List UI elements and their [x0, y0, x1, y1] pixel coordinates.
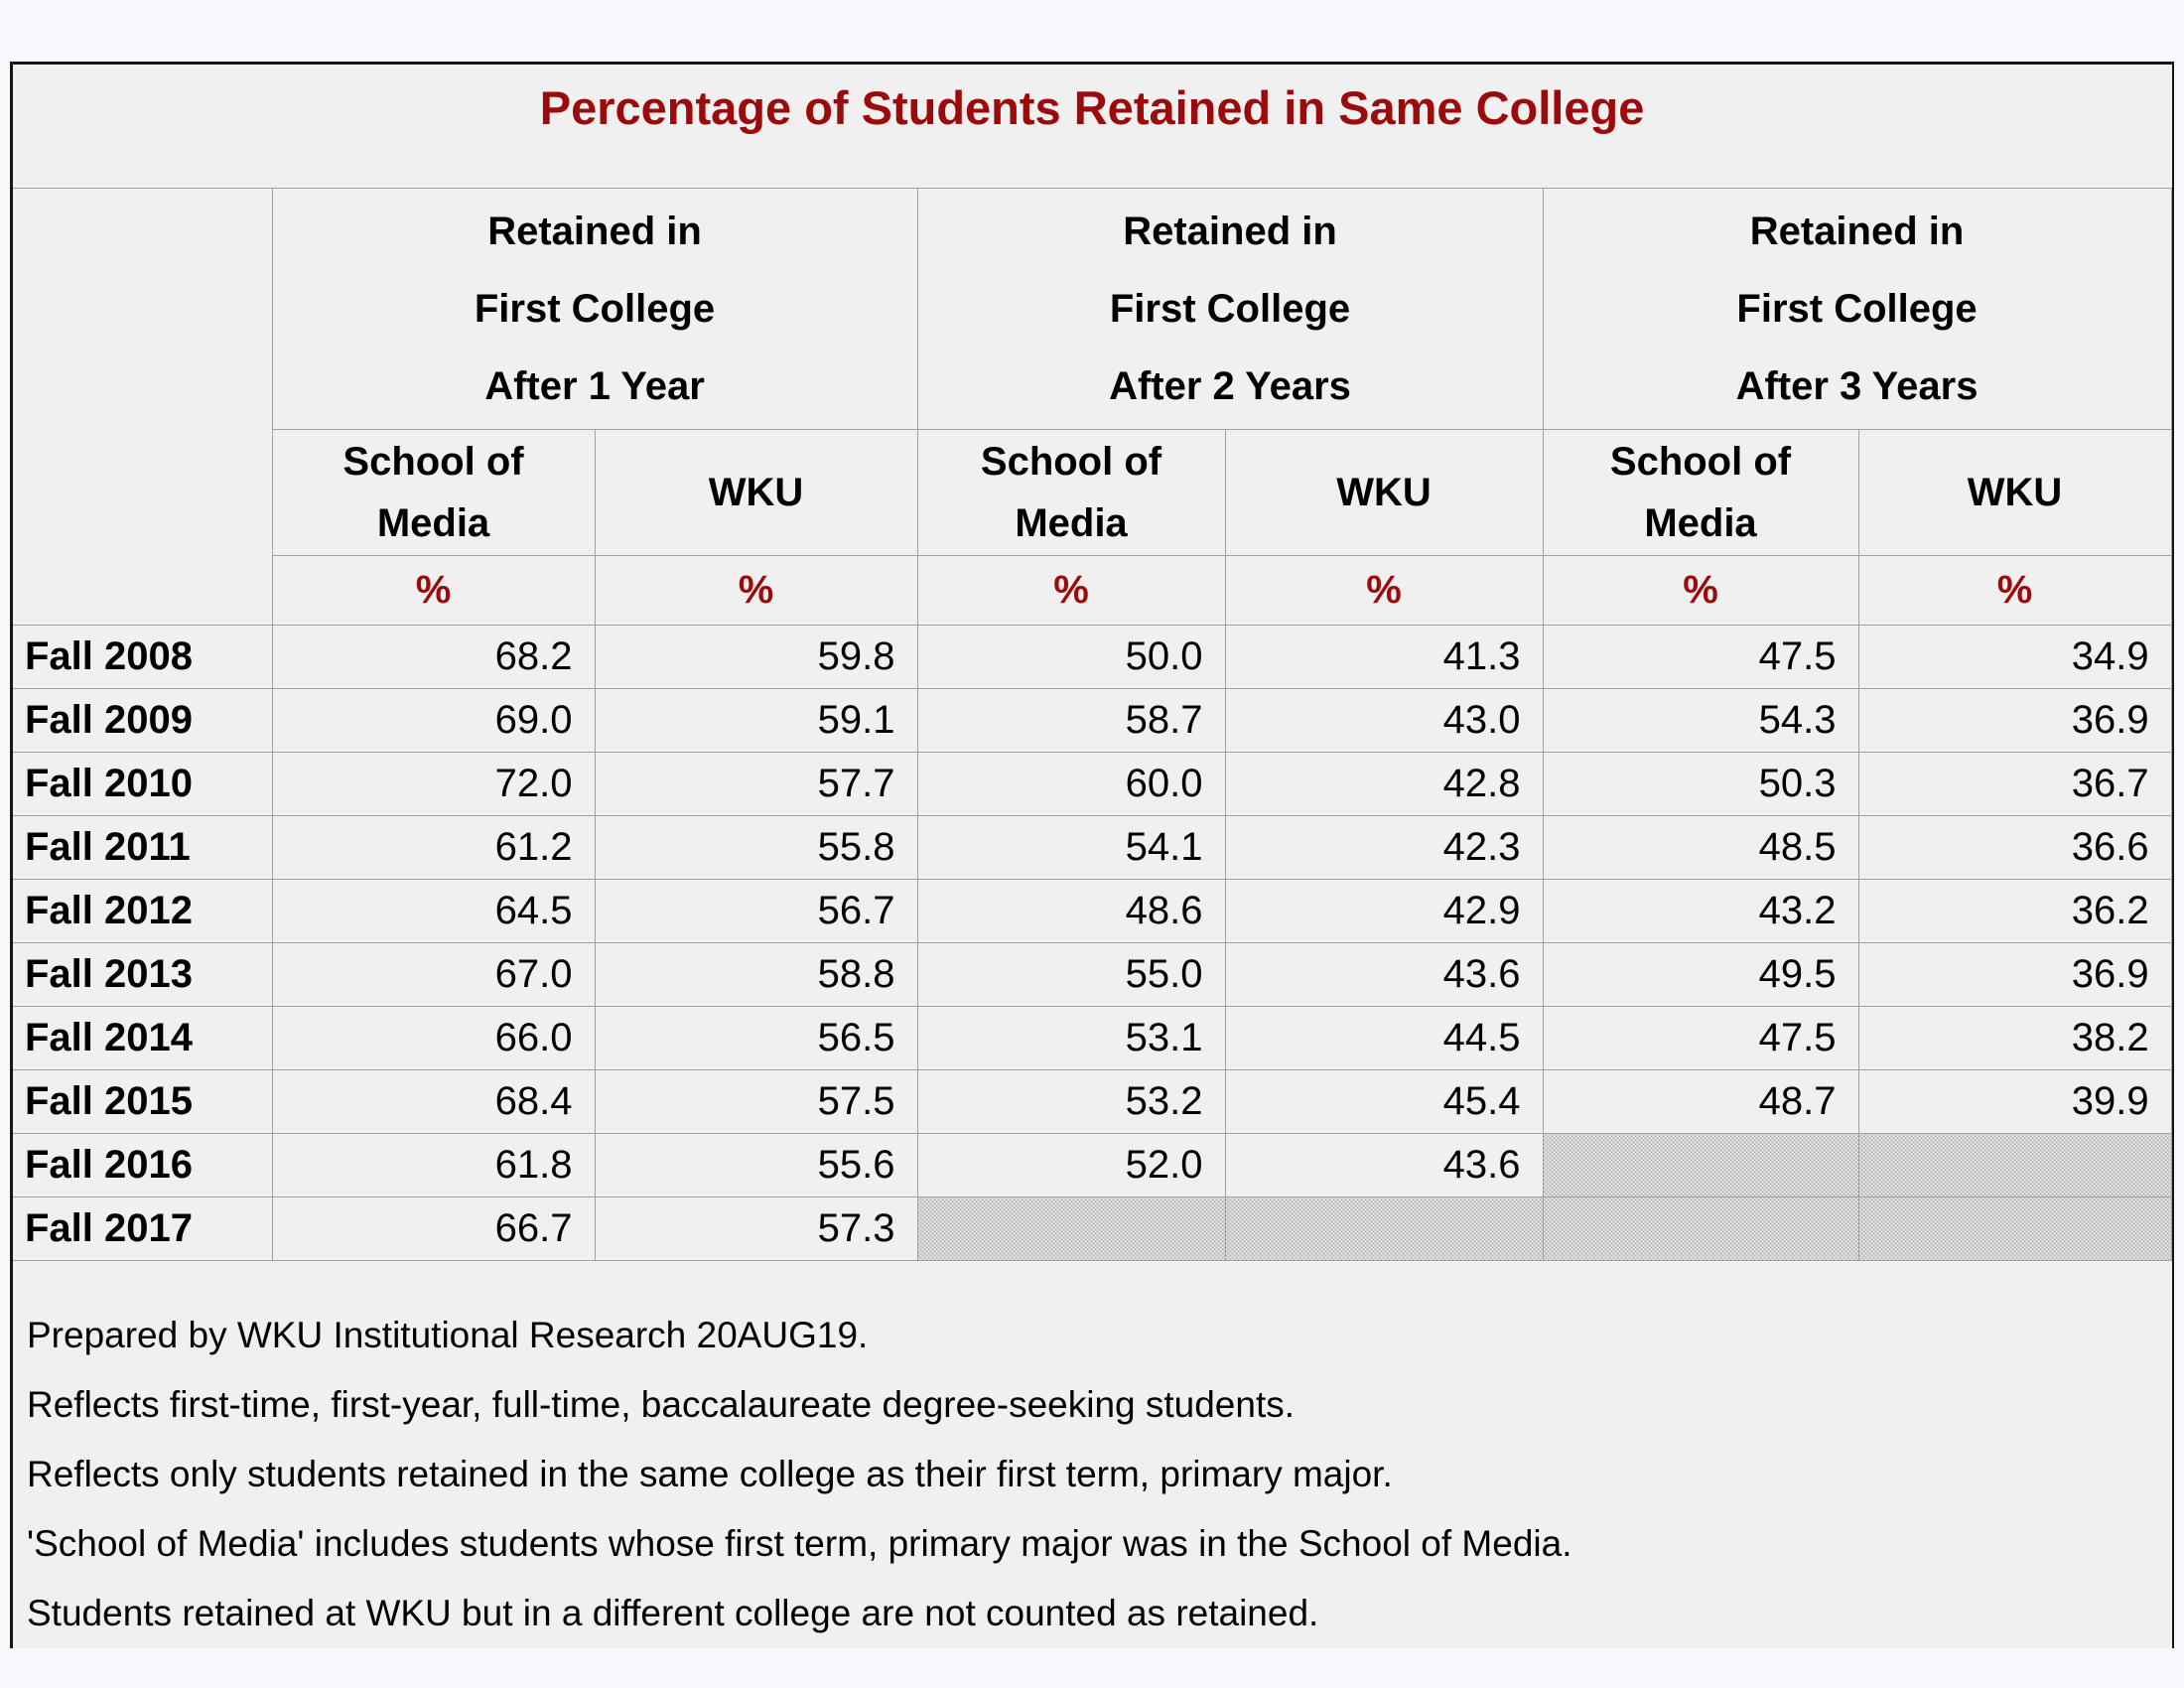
- value-cell: 57.7: [594, 751, 918, 816]
- value-cell: 55.8: [594, 814, 918, 880]
- footnotes: Prepared by WKU Institutional Research 2…: [13, 1259, 2172, 1648]
- value-cell: 59.1: [594, 687, 918, 753]
- year-cell: Fall 2016: [13, 1132, 273, 1197]
- value-cell: 42.3: [1224, 814, 1544, 880]
- percent-label: %: [271, 554, 596, 626]
- subheader-wku-3yr: WKU: [1857, 428, 2172, 556]
- subheader-wku-2yr: WKU: [1224, 428, 1544, 556]
- value-cell: 39.9: [1857, 1068, 2172, 1134]
- percent-label: %: [916, 554, 1226, 626]
- year-cell: Fall 2008: [13, 624, 273, 689]
- year-cell: Fall 2012: [13, 878, 273, 943]
- value-cell: 48.5: [1542, 814, 1859, 880]
- value-cell: 53.1: [916, 1005, 1226, 1070]
- year-cell: Fall 2015: [13, 1068, 273, 1134]
- subheader-wku-1yr: WKU: [594, 428, 918, 556]
- value-cell: 61.2: [271, 814, 596, 880]
- value-cell: 49.5: [1542, 941, 1859, 1007]
- year-cell: Fall 2009: [13, 687, 273, 753]
- value-cell: 48.6: [916, 878, 1226, 943]
- value-cell: 50.3: [1542, 751, 1859, 816]
- value-cell: 36.9: [1857, 941, 2172, 1007]
- value-cell: 36.2: [1857, 878, 2172, 943]
- group-header-after-1-year: Retained in First College After 1 Year: [271, 187, 918, 430]
- value-cell: 72.0: [271, 751, 596, 816]
- missing-data-cell: [1542, 1132, 1859, 1197]
- value-cell: 66.7: [271, 1196, 596, 1261]
- missing-data-cell: [1224, 1196, 1544, 1261]
- value-cell: 56.5: [594, 1005, 918, 1070]
- value-cell: 47.5: [1542, 624, 1859, 689]
- value-cell: 55.6: [594, 1132, 918, 1197]
- value-cell: 66.0: [271, 1005, 596, 1070]
- missing-data-cell: [1542, 1196, 1859, 1261]
- value-cell: 61.8: [271, 1132, 596, 1197]
- value-cell: 64.5: [271, 878, 596, 943]
- percent-label: %: [1224, 554, 1544, 626]
- missing-data-cell: [1857, 1132, 2172, 1197]
- value-cell: 42.8: [1224, 751, 1544, 816]
- value-cell: 67.0: [271, 941, 596, 1007]
- value-cell: 50.0: [916, 624, 1226, 689]
- year-cell: Fall 2014: [13, 1005, 273, 1070]
- value-cell: 36.7: [1857, 751, 2172, 816]
- missing-data-cell: [916, 1196, 1226, 1261]
- value-cell: 57.3: [594, 1196, 918, 1261]
- value-cell: 58.7: [916, 687, 1226, 753]
- value-cell: 34.9: [1857, 624, 2172, 689]
- value-cell: 56.7: [594, 878, 918, 943]
- group-header-after-2-years: Retained in First College After 2 Years: [916, 187, 1544, 430]
- value-cell: 53.2: [916, 1068, 1226, 1134]
- value-cell: 60.0: [916, 751, 1226, 816]
- value-cell: 42.9: [1224, 878, 1544, 943]
- value-cell: 68.2: [271, 624, 596, 689]
- value-cell: 54.1: [916, 814, 1226, 880]
- value-cell: 41.3: [1224, 624, 1544, 689]
- year-cell: Fall 2011: [13, 814, 273, 880]
- value-cell: 43.6: [1224, 1132, 1544, 1197]
- value-cell: 68.4: [271, 1068, 596, 1134]
- value-cell: 48.7: [1542, 1068, 1859, 1134]
- value-cell: 54.3: [1542, 687, 1859, 753]
- value-cell: 38.2: [1857, 1005, 2172, 1070]
- value-cell: 43.0: [1224, 687, 1544, 753]
- subheader-school-of-media-1yr: School of Media: [271, 428, 596, 556]
- value-cell: 36.6: [1857, 814, 2172, 880]
- missing-data-cell: [1857, 1196, 2172, 1261]
- value-cell: 58.8: [594, 941, 918, 1007]
- value-cell: 47.5: [1542, 1005, 1859, 1070]
- value-cell: 45.4: [1224, 1068, 1544, 1134]
- footnote-same-college: Reflects only students retained in the s…: [27, 1453, 1393, 1494]
- value-cell: 43.2: [1542, 878, 1859, 943]
- percent-label: %: [1542, 554, 1859, 626]
- percent-label: %: [594, 554, 918, 626]
- subheader-school-of-media-3yr: School of Media: [1542, 428, 1859, 556]
- footnote-population: Reflects first-time, first-year, full-ti…: [27, 1383, 1296, 1425]
- value-cell: 57.5: [594, 1068, 918, 1134]
- year-cell: Fall 2017: [13, 1196, 273, 1261]
- page-title: Percentage of Students Retained in Same …: [13, 65, 2172, 189]
- subheader-school-of-media-2yr: School of Media: [916, 428, 1226, 556]
- value-cell: 55.0: [916, 941, 1226, 1007]
- value-cell: 59.8: [594, 624, 918, 689]
- retention-table: Percentage of Students Retained in Same …: [13, 65, 2172, 1648]
- footnote-prepared-by: Prepared by WKU Institutional Research 2…: [27, 1314, 869, 1355]
- percent-label: %: [1857, 554, 2172, 626]
- group-header-after-3-years: Retained in First College After 3 Years: [1542, 187, 2172, 430]
- value-cell: 44.5: [1224, 1005, 1544, 1070]
- value-cell: 69.0: [271, 687, 596, 753]
- value-cell: 52.0: [916, 1132, 1226, 1197]
- value-cell: 36.9: [1857, 687, 2172, 753]
- value-cell: 43.6: [1224, 941, 1544, 1007]
- retention-report-sheet: Percentage of Students Retained in Same …: [10, 62, 2174, 1648]
- year-cell: Fall 2010: [13, 751, 273, 816]
- year-cell: Fall 2013: [13, 941, 273, 1007]
- corner-cell: [13, 187, 273, 626]
- footnote-school-of-media-definition: 'School of Media' includes students whos…: [27, 1522, 1572, 1564]
- footnote-different-college: Students retained at WKU but in a differ…: [27, 1592, 1319, 1633]
